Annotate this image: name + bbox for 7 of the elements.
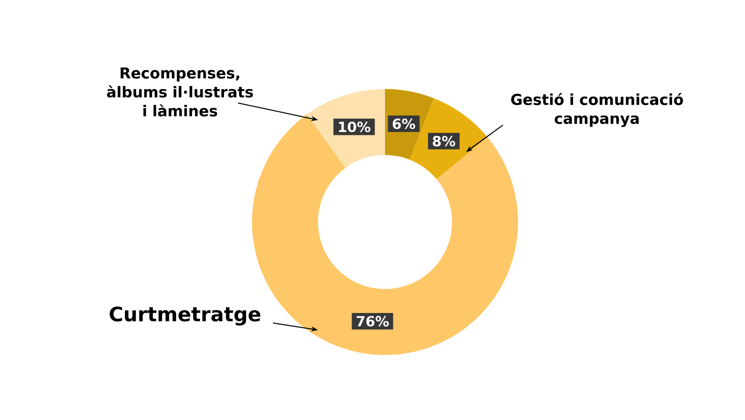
data-label: 6% [392, 118, 416, 130]
data-label: 10% [338, 122, 370, 132]
slice-label: Curtmetratge [110, 306, 260, 326]
slice-label: Gestió i comunicació campanya [511, 92, 683, 128]
slice-label: Recompenses, àlbums il·lustrats i làmines [107, 68, 253, 116]
data-label: 8% [432, 136, 456, 146]
data-label: 76% [356, 316, 389, 326]
